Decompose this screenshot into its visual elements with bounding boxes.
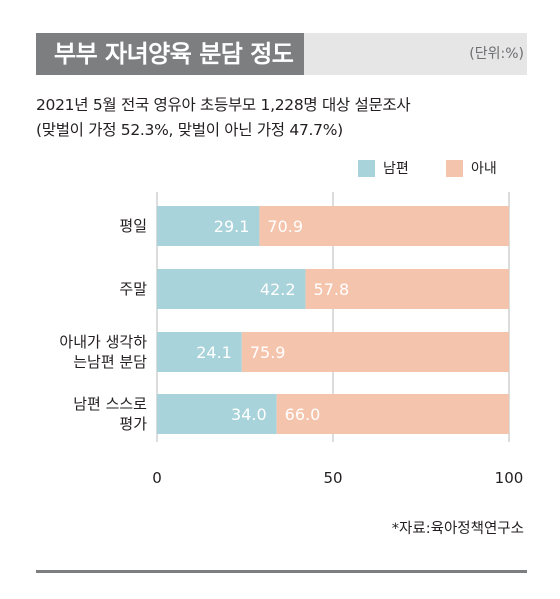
data-label: 57.8 [314, 280, 350, 299]
category-label: 평일 [119, 217, 147, 235]
x-tick-label: 100 [495, 469, 524, 487]
bar-wife [259, 206, 509, 246]
data-label: 66.0 [285, 405, 321, 424]
data-label: 24.1 [196, 343, 232, 362]
survey-description: 2021년 5월 전국 영유아 초등부모 1,228명 대상 설문조사 [36, 96, 411, 114]
category-label: 남편 스스로 [73, 395, 147, 413]
chart-title: 부부 자녀양육 분담 정도 [36, 33, 304, 75]
bar-husband [157, 394, 277, 434]
data-label: 34.0 [231, 405, 267, 424]
legend-item-wife: 아내 [446, 158, 497, 178]
bar-husband [157, 269, 306, 309]
x-tick-label: 0 [152, 469, 162, 487]
data-label: 70.9 [267, 217, 303, 236]
legend-label-wife: 아내 [471, 161, 497, 177]
category-label: 아내가 생각하 [59, 333, 147, 351]
bar-husband [157, 206, 260, 246]
category-label: 는남편 분담 [73, 353, 147, 371]
bar-wife [305, 269, 509, 309]
bar-wife [276, 394, 509, 434]
legend-label-husband: 남편 [383, 161, 409, 177]
data-label: 42.2 [260, 280, 296, 299]
bar-husband [157, 332, 242, 372]
bar-wife [241, 332, 509, 372]
x-tick-label: 50 [323, 469, 342, 487]
legend-item-husband: 남편 [358, 158, 409, 178]
data-label: 75.9 [250, 343, 286, 362]
bottom-rule [36, 570, 527, 573]
category-label: 평가 [119, 415, 147, 433]
legend-swatch-husband [358, 159, 375, 177]
data-label: 29.1 [214, 217, 250, 236]
unit-label: (단위:%) [469, 46, 524, 62]
category-label: 주말 [119, 280, 147, 298]
survey-composition: (맞벌이 가정 52.3%, 맞벌이 아닌 가정 47.7%) [36, 121, 343, 139]
legend-swatch-wife [446, 159, 463, 177]
source-note: *자료:육아정책연구소 [391, 521, 524, 537]
